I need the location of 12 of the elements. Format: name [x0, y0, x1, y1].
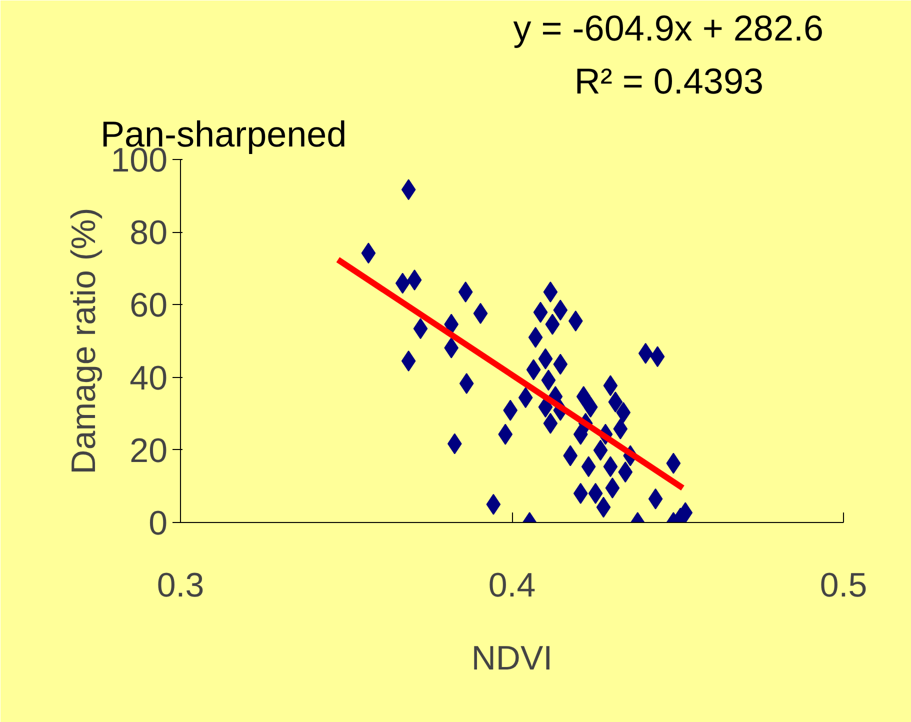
y-tick-label: 40 — [130, 359, 168, 398]
text: R² = 0.4393 — [574, 60, 764, 102]
y-tick-label: 80 — [130, 214, 168, 252]
y-tick-label: 0 — [148, 504, 168, 542]
y-tick-label: 60 — [130, 286, 168, 325]
x-tick-label: 0.3 — [156, 566, 204, 604]
y-axis-title: Damage ratio (%) — [64, 208, 103, 474]
x-tick-label: 0.5 — [820, 566, 868, 604]
x-tick-label: 0.4 — [488, 566, 536, 604]
text: y = -604.9x + 282.6 — [513, 8, 824, 48]
y-tick-label: 20 — [130, 432, 168, 470]
x-axis-title: NDVI — [471, 640, 553, 678]
